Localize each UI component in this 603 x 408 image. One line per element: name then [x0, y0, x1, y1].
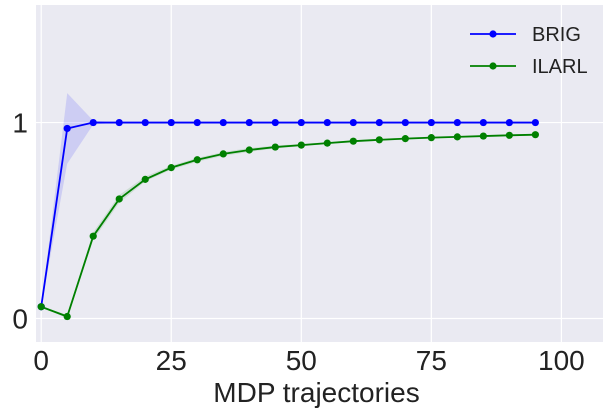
- point-ilarl: [350, 138, 357, 145]
- point-ilarl: [38, 303, 45, 310]
- point-brig: [64, 125, 71, 132]
- point-brig: [220, 119, 227, 126]
- point-brig: [168, 119, 175, 126]
- point-ilarl: [272, 143, 279, 150]
- point-brig: [376, 119, 383, 126]
- point-brig: [194, 119, 201, 126]
- point-ilarl: [142, 176, 149, 183]
- point-brig: [142, 119, 149, 126]
- point-ilarl: [90, 233, 97, 240]
- x-tick-label: 0: [33, 345, 49, 376]
- x-axis-label: MDP trajectories: [213, 377, 419, 408]
- legend-marker-brig: [489, 30, 496, 37]
- x-tick-label: 75: [416, 345, 447, 376]
- point-brig: [480, 119, 487, 126]
- plot-area: [36, 5, 603, 342]
- point-ilarl: [246, 146, 253, 153]
- x-tick-label: 50: [286, 345, 317, 376]
- point-brig: [402, 119, 409, 126]
- point-brig: [532, 119, 539, 126]
- point-brig: [350, 119, 357, 126]
- point-brig: [428, 119, 435, 126]
- point-ilarl: [376, 136, 383, 143]
- y-tick-label: 0: [12, 303, 28, 334]
- point-ilarl: [428, 134, 435, 141]
- legend-label-brig: BRIG: [532, 24, 581, 46]
- point-ilarl: [454, 133, 461, 140]
- point-brig: [454, 119, 461, 126]
- point-brig: [246, 119, 253, 126]
- point-ilarl: [506, 132, 513, 139]
- x-axis-ticks: 0 25 50 75 100: [33, 345, 584, 376]
- x-tick-label: 100: [538, 345, 585, 376]
- point-ilarl: [168, 164, 175, 171]
- point-ilarl: [220, 150, 227, 157]
- point-ilarl: [480, 132, 487, 139]
- point-brig: [298, 119, 305, 126]
- point-ilarl: [402, 135, 409, 142]
- point-ilarl: [298, 141, 305, 148]
- point-brig: [272, 119, 279, 126]
- x-tick-label: 25: [156, 345, 187, 376]
- point-ilarl: [532, 131, 539, 138]
- point-ilarl: [194, 156, 201, 163]
- point-brig: [90, 119, 97, 126]
- point-ilarl: [116, 195, 123, 202]
- point-brig: [506, 119, 513, 126]
- y-tick-label: 1: [12, 108, 28, 139]
- legend-marker-ilarl: [489, 62, 496, 69]
- legend-label-ilarl: ILARL: [532, 56, 588, 78]
- y-axis-ticks: 01: [12, 108, 28, 335]
- point-ilarl: [64, 313, 71, 320]
- point-ilarl: [324, 140, 331, 147]
- point-brig: [324, 119, 331, 126]
- point-brig: [116, 119, 123, 126]
